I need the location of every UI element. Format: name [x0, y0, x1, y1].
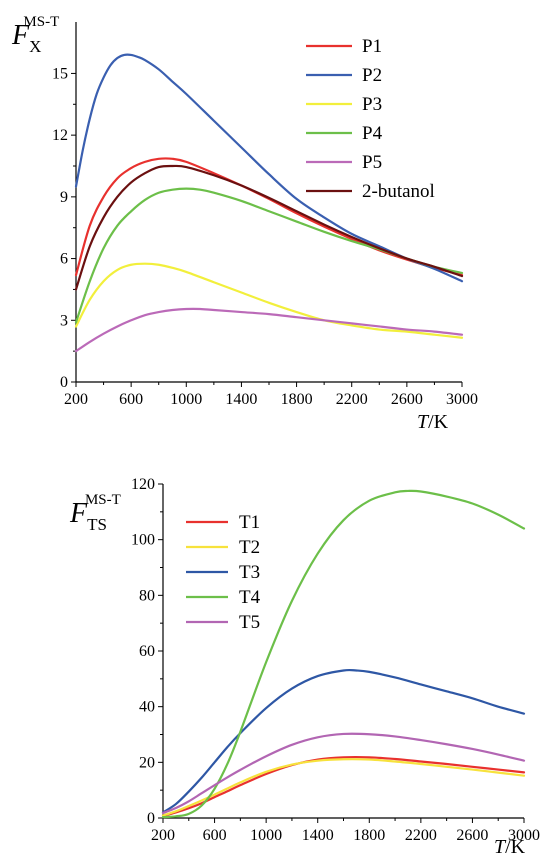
x-tick-label: 1000: [170, 391, 202, 408]
x-tick-label: 2200: [405, 827, 437, 844]
x-ticks: 200 600 1000 1400 1800 2200 2600 3000: [151, 818, 540, 844]
x-axis-title: T/K: [494, 836, 526, 855]
y-tick-label: 15: [52, 65, 68, 82]
x-tick-label: 2600: [456, 827, 488, 844]
chart-bottom: 0 20 40 60 80 100 120 200 600 1000 1400 1800 2200 26…: [69, 476, 540, 855]
series-line-T2: [161, 758, 526, 817]
series-line-T3: [161, 668, 526, 814]
x-tick-label: 1800: [281, 391, 313, 408]
y-tick-label: 100: [131, 532, 155, 549]
y-tick-label: 3: [60, 312, 68, 329]
x-tick-label: 2200: [336, 391, 368, 408]
legend-label-P3: P3: [362, 94, 382, 115]
legend-label-T4: T4: [239, 587, 261, 608]
y-ticks: 0 3 6 9 12 15: [52, 65, 76, 391]
x-tick-label: 1400: [302, 827, 334, 844]
legend-label-P5: P5: [362, 152, 382, 173]
y-tick-label: 60: [139, 643, 155, 660]
y-tick-label: 12: [52, 127, 68, 144]
series-line-2-butanol: [74, 164, 464, 291]
legend-label-T2: T2: [239, 537, 260, 558]
series-line-T4: [161, 489, 526, 819]
legend-label-T3: T3: [239, 562, 260, 583]
y-tick-label: 6: [60, 251, 68, 268]
x-tick-label: 3000: [446, 391, 478, 408]
x-tick-label: 3000: [508, 827, 540, 844]
series-lines: [74, 53, 464, 353]
y-axis-title: FTSMS-T: [69, 492, 121, 534]
legend-label-T1: T1: [239, 512, 260, 533]
series-line-T5: [161, 732, 526, 815]
legend-label-P2: P2: [362, 65, 382, 86]
y-tick-label: 120: [131, 476, 155, 493]
y-ticks: 0 20 40 60 80 100 120: [131, 476, 163, 827]
legend-label-T5: T5: [239, 612, 260, 633]
x-tick-label: 1000: [250, 827, 282, 844]
y-axis-title: FXMS-T: [11, 14, 59, 56]
y-tick-label: 0: [60, 374, 68, 391]
y-tick-label: 0: [147, 810, 155, 827]
series-line-P4: [74, 187, 464, 324]
x-tick-label: 1400: [225, 391, 257, 408]
legend-label-P4: P4: [362, 123, 383, 144]
legend: P1 P2 P3 P4 P5 2-butanol: [306, 36, 435, 202]
y-tick-label: 40: [139, 699, 155, 716]
x-ticks: 200 600 1000 1400 1800 2200 2600 3000: [64, 382, 478, 408]
series-line-P3: [74, 262, 464, 339]
legend-label-P1: P1: [362, 36, 382, 57]
x-tick-label: 200: [64, 391, 88, 408]
legend: T1 T2 T3 T4 T5: [186, 512, 261, 633]
y-tick-label: 20: [139, 754, 155, 771]
series-line-P5: [74, 307, 464, 353]
x-tick-label: 600: [119, 391, 143, 408]
legend-label-2-butanol: 2-butanol: [362, 181, 435, 202]
x-tick-label: 2600: [391, 391, 423, 408]
series-line-P2: [74, 53, 464, 283]
series-lines: [161, 489, 526, 819]
x-tick-label: 200: [151, 827, 175, 844]
x-axis-title: T/K: [417, 411, 449, 433]
x-tick-label: 600: [203, 827, 227, 844]
y-tick-label: 9: [60, 189, 68, 206]
y-tick-label: 80: [139, 587, 155, 604]
x-tick-label: 1800: [353, 827, 385, 844]
